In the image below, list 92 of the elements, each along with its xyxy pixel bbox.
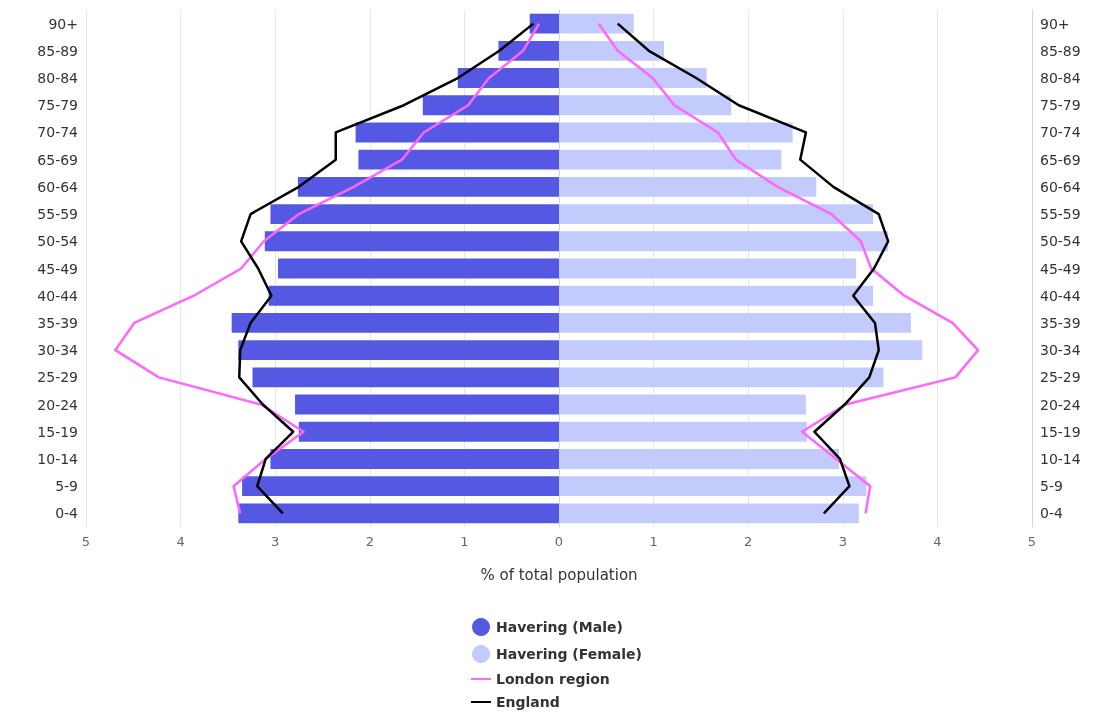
- category-label: 85-89: [37, 42, 78, 59]
- y-tick-label: 65-69: [1040, 151, 1081, 168]
- category-label: 45-49: [37, 260, 78, 277]
- category-label: 15-19: [37, 423, 78, 440]
- y-tick-label: 70-74: [1040, 124, 1081, 141]
- category-label: 10-14: [37, 450, 78, 467]
- y-tick-label: 85-89: [1040, 42, 1081, 59]
- bar: [559, 258, 857, 279]
- bar: [559, 394, 806, 415]
- y-tick-label: 55-59: [1040, 206, 1081, 223]
- x-tick-label: 1: [649, 534, 658, 549]
- category-label: 20-24: [37, 396, 78, 413]
- category-label: 5-9: [55, 478, 78, 495]
- y-tick-label: 60-64: [1040, 178, 1081, 195]
- bar: [270, 449, 559, 469]
- x-tick-label: 2: [744, 534, 753, 549]
- category-label: 25-29: [37, 369, 78, 386]
- y-tick-label: 90+: [1040, 15, 1070, 32]
- bar: [559, 476, 867, 497]
- bar: [559, 95, 732, 116]
- y-tick-label: 75-79: [1040, 97, 1081, 114]
- category-label: 55-59: [37, 206, 78, 223]
- category-label: 40-44: [37, 287, 78, 304]
- x-tick-label: 3: [271, 534, 280, 549]
- y-tick-label: 20-24: [1040, 396, 1081, 413]
- x-tick-label: 2: [365, 534, 374, 549]
- category-label: 0-4: [55, 505, 78, 522]
- y-tick-label: 5-9: [1040, 478, 1063, 495]
- bar: [242, 476, 559, 497]
- y-tick-label: 30-34: [1040, 342, 1081, 359]
- category-label: 70-74: [37, 124, 78, 141]
- y-tick-label: 80-84: [1040, 70, 1081, 87]
- bar: [270, 204, 559, 225]
- bar: [559, 204, 874, 225]
- bar: [559, 449, 840, 469]
- bar: [559, 176, 817, 197]
- bar: [559, 40, 665, 61]
- bar: [559, 312, 911, 333]
- x-tick-label: 4: [176, 534, 185, 549]
- legend-label: London region: [496, 671, 610, 687]
- bar: [559, 231, 889, 252]
- y-tick-label: 0-4: [1040, 505, 1063, 522]
- bar: [559, 285, 874, 306]
- bar: [298, 421, 559, 442]
- bar: [559, 149, 782, 170]
- y-tick-label: 40-44: [1040, 287, 1081, 304]
- x-tick-label: 5: [81, 534, 91, 549]
- x-axis-title: % of total population: [480, 565, 638, 584]
- y-tick-label: 15-19: [1040, 423, 1081, 440]
- legend-label: Havering (Female): [496, 646, 642, 662]
- bar: [297, 176, 559, 197]
- bar: [529, 13, 559, 34]
- y-tick-label: 10-14: [1040, 450, 1081, 467]
- bar: [559, 503, 859, 524]
- legend-label: Havering (Male): [496, 619, 623, 635]
- bar: [559, 421, 807, 442]
- bar: [498, 40, 559, 61]
- bar: [559, 13, 634, 34]
- category-label: 35-39: [37, 314, 78, 331]
- bar: [559, 122, 793, 143]
- category-label: 75-79: [37, 97, 78, 114]
- category-label: 80-84: [37, 70, 78, 87]
- bar: [278, 258, 559, 279]
- bar: [355, 122, 559, 143]
- category-label: 30-34: [37, 342, 78, 359]
- bar: [559, 340, 923, 361]
- y-tick-label: 45-49: [1040, 260, 1081, 277]
- x-tick-label: 1: [460, 534, 469, 549]
- y-tick-label: 25-29: [1040, 369, 1081, 386]
- y-tick-label: 35-39: [1040, 314, 1081, 331]
- x-tick-label: 4: [933, 534, 942, 549]
- category-label: 50-54: [37, 233, 78, 250]
- x-tick-label: 3: [838, 534, 847, 549]
- x-tick-label: 0: [554, 534, 564, 549]
- bar: [559, 68, 707, 88]
- bar: [559, 367, 884, 388]
- legend-label: England: [496, 694, 560, 710]
- bar: [268, 285, 559, 306]
- bar: [422, 95, 559, 116]
- bar: [231, 312, 559, 333]
- category-label: 60-64: [37, 178, 78, 195]
- bar: [457, 68, 559, 88]
- bar: [264, 231, 559, 252]
- bar: [295, 394, 559, 415]
- bar: [238, 340, 559, 361]
- x-tick-label: 5: [1027, 534, 1037, 549]
- bar: [238, 503, 559, 524]
- bar: [358, 149, 559, 170]
- category-label: 90+: [48, 15, 78, 32]
- bar: [252, 367, 559, 388]
- y-tick-label: 50-54: [1040, 233, 1081, 250]
- category-label: 65-69: [37, 151, 78, 168]
